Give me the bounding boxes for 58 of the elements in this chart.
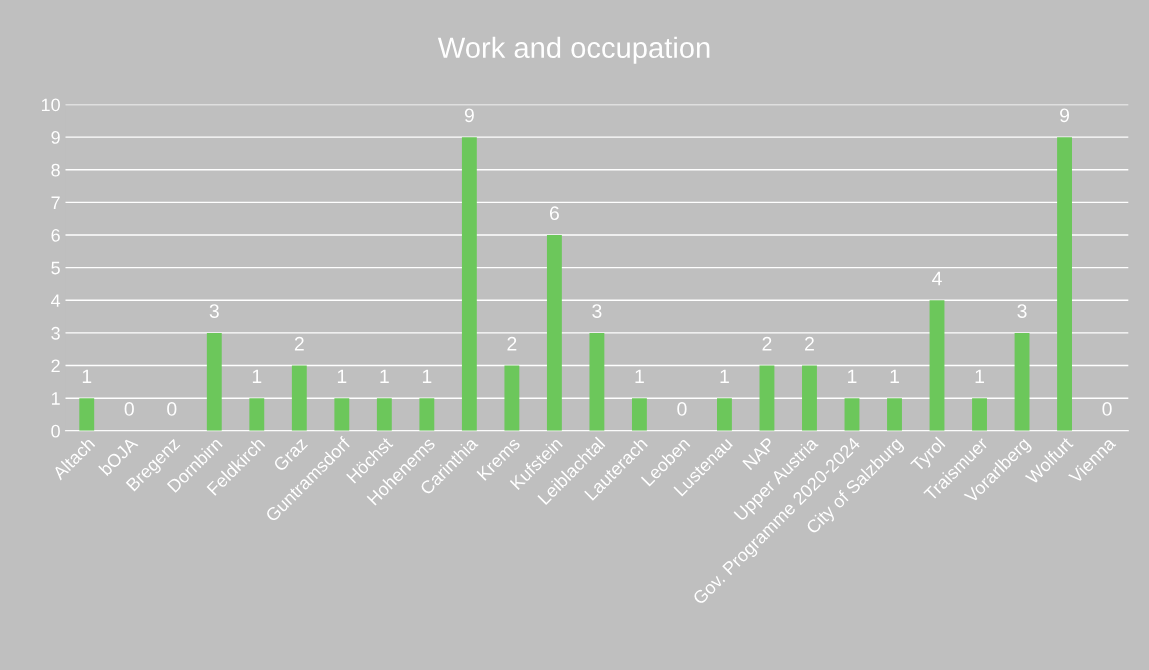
bar xyxy=(589,332,605,431)
data-label: 1 xyxy=(82,369,92,384)
bar xyxy=(802,365,817,431)
bar xyxy=(1057,137,1072,431)
data-label: 9 xyxy=(464,108,474,123)
bar xyxy=(334,398,350,431)
data-label: 2 xyxy=(762,336,772,351)
y-tick-label: 6 xyxy=(51,228,60,242)
y-tick-label: 3 xyxy=(51,326,60,340)
data-label: 4 xyxy=(932,271,942,286)
bar xyxy=(249,398,265,431)
y-tick-label: 2 xyxy=(51,359,60,373)
chart-title: Work and occupation xyxy=(437,36,710,64)
bar xyxy=(376,398,392,431)
y-tick-label: 10 xyxy=(41,98,60,112)
data-label: 0 xyxy=(167,402,177,416)
data-label: 1 xyxy=(337,369,347,384)
y-tick-label: 9 xyxy=(51,131,60,144)
bar xyxy=(419,398,435,431)
bar xyxy=(844,398,860,431)
y-tick-label: 0 xyxy=(51,424,60,438)
bar xyxy=(929,300,945,431)
bar xyxy=(291,365,307,431)
data-label: 1 xyxy=(635,369,644,384)
bar xyxy=(717,398,732,431)
data-label: 0 xyxy=(677,402,687,416)
data-label: 1 xyxy=(720,369,729,384)
data-label: 2 xyxy=(805,336,814,351)
bar xyxy=(461,137,477,431)
bar xyxy=(546,235,562,431)
data-label: 0 xyxy=(1102,402,1112,416)
bar xyxy=(206,332,222,431)
bar xyxy=(79,398,95,431)
data-label: 1 xyxy=(422,369,432,384)
data-label: 0 xyxy=(124,402,134,416)
data-label: 2 xyxy=(294,336,304,351)
bar xyxy=(1014,332,1030,431)
data-label: 3 xyxy=(1017,304,1027,318)
data-label: 6 xyxy=(549,206,559,221)
y-tick-label: 8 xyxy=(51,163,60,177)
bar xyxy=(504,365,520,431)
data-label: 1 xyxy=(252,369,262,384)
data-label: 1 xyxy=(848,369,857,384)
y-tick-label: 1 xyxy=(51,392,60,405)
data-label: 1 xyxy=(380,369,389,384)
data-label: 1 xyxy=(890,369,899,384)
y-tick-label: 7 xyxy=(51,196,60,209)
bar xyxy=(759,365,775,431)
y-tick-label: 4 xyxy=(51,294,61,307)
data-label: 3 xyxy=(592,304,602,318)
data-label: 3 xyxy=(209,304,219,318)
data-label: 9 xyxy=(1060,108,1070,123)
data-label: 2 xyxy=(507,336,517,351)
bar xyxy=(972,398,987,431)
y-tick-label: 5 xyxy=(51,261,60,275)
data-label: 1 xyxy=(975,369,984,384)
bar xyxy=(887,398,902,431)
bar xyxy=(631,398,647,431)
